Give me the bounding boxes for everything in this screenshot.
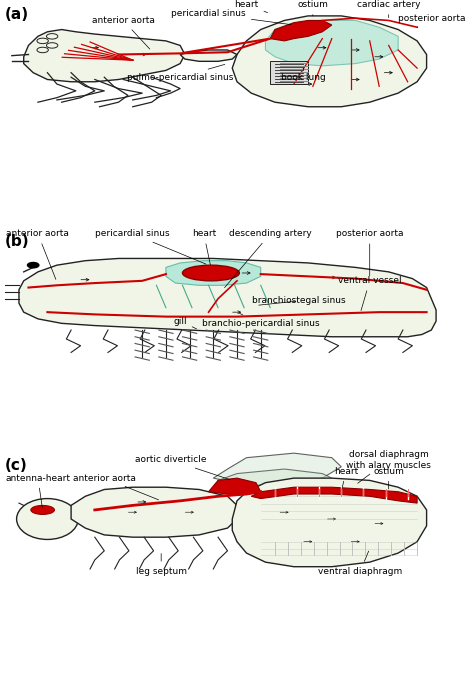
Text: ostium: ostium	[373, 467, 404, 489]
Text: (a): (a)	[5, 7, 29, 22]
Text: book lung: book lung	[281, 68, 326, 82]
Text: anterior aorta: anterior aorta	[92, 16, 155, 49]
Polygon shape	[71, 487, 237, 537]
Polygon shape	[166, 261, 261, 285]
Text: posterior aorta: posterior aorta	[398, 14, 465, 27]
Text: posterior aorta: posterior aorta	[336, 229, 403, 276]
Polygon shape	[232, 16, 427, 106]
Text: ventral diaphragm: ventral diaphragm	[318, 551, 402, 576]
Polygon shape	[218, 469, 341, 492]
Polygon shape	[209, 478, 261, 494]
Ellipse shape	[31, 505, 55, 515]
Text: pulmo-pericardial sinus: pulmo-pericardial sinus	[127, 64, 233, 82]
Polygon shape	[265, 20, 398, 66]
Polygon shape	[232, 478, 427, 567]
Text: ostium: ostium	[297, 0, 328, 16]
Text: cardiac artery: cardiac artery	[357, 0, 420, 18]
Text: (c): (c)	[5, 458, 27, 473]
Text: descending artery: descending artery	[225, 229, 311, 287]
Polygon shape	[19, 258, 436, 337]
Text: aortic diverticle: aortic diverticle	[135, 456, 229, 479]
Text: gill: gill	[173, 317, 197, 329]
Polygon shape	[251, 487, 417, 503]
Text: branchio-pericardial sinus: branchio-pericardial sinus	[202, 313, 319, 328]
Text: heart: heart	[191, 229, 216, 264]
Ellipse shape	[17, 498, 78, 540]
Text: pericardial sinus: pericardial sinus	[95, 229, 206, 264]
Text: ventral vessel: ventral vessel	[338, 277, 401, 311]
Polygon shape	[270, 20, 332, 41]
Text: leg septum: leg septum	[136, 554, 187, 576]
Text: anterior aorta: anterior aorta	[7, 229, 69, 279]
Text: (b): (b)	[5, 234, 29, 249]
Polygon shape	[213, 453, 341, 485]
Circle shape	[27, 262, 39, 268]
Bar	[270, 61, 308, 84]
Ellipse shape	[182, 265, 239, 281]
Text: antenna-heart: antenna-heart	[5, 474, 71, 507]
Polygon shape	[24, 30, 185, 82]
Text: anterior aorta: anterior aorta	[73, 474, 159, 500]
Text: branchiostegal sinus: branchiostegal sinus	[252, 296, 346, 306]
Polygon shape	[180, 50, 237, 61]
Text: dorsal diaphragm
with alary muscles: dorsal diaphragm with alary muscles	[346, 450, 431, 483]
Text: heart: heart	[234, 0, 268, 13]
Text: pericardial sinus: pericardial sinus	[171, 9, 291, 24]
Text: heart: heart	[334, 467, 358, 489]
